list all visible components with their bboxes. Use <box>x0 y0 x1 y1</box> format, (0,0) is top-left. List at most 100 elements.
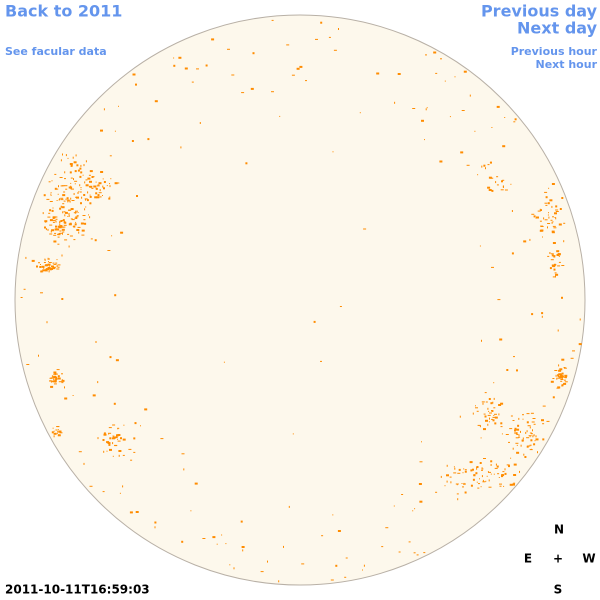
facula-speck <box>413 552 416 554</box>
facula-speck <box>74 223 77 226</box>
facula-speck <box>462 486 464 488</box>
facula-speck <box>542 236 543 238</box>
facula-speck <box>65 154 67 157</box>
facula-speck <box>53 263 57 265</box>
facula-speck <box>540 209 542 211</box>
facula-speck <box>501 433 503 435</box>
next-hour-link[interactable]: Next hour <box>536 58 598 71</box>
facula-speck <box>544 202 548 204</box>
facula-speck <box>62 229 64 231</box>
facula-speck <box>72 395 74 396</box>
facula-speck <box>74 170 77 173</box>
facula-speck <box>535 217 537 219</box>
facular-link[interactable]: See facular data <box>5 45 107 58</box>
facula-speck <box>488 189 492 191</box>
facula-speck <box>498 404 502 406</box>
compass-north: N <box>554 523 564 537</box>
facula-speck <box>54 381 57 383</box>
facula-speck <box>69 222 72 225</box>
facula-speck <box>502 471 505 473</box>
previous-day-link[interactable]: Previous day <box>481 2 598 21</box>
facula-speck <box>43 194 46 197</box>
facula-speck <box>519 470 520 473</box>
facula-speck <box>108 427 112 429</box>
facula-speck <box>136 195 138 197</box>
facula-speck <box>475 407 478 409</box>
facula-speck <box>488 410 490 412</box>
facula-speck <box>464 491 467 494</box>
facula-speck <box>83 194 86 196</box>
facula-speck <box>53 371 57 374</box>
facula-speck <box>57 377 61 380</box>
facula-speck <box>526 413 530 415</box>
facula-speck <box>485 167 486 170</box>
facula-speck <box>449 116 451 118</box>
facula-speck <box>91 176 94 178</box>
facula-speck <box>479 478 480 480</box>
facula-speck <box>56 268 60 270</box>
facula-speck <box>66 197 69 200</box>
facula-speck <box>100 129 103 132</box>
facula-speck <box>42 212 44 215</box>
facula-speck <box>60 226 64 228</box>
facula-speck <box>551 183 555 185</box>
facula-speck <box>97 381 99 384</box>
facula-speck <box>140 425 141 427</box>
facula-speck <box>73 178 74 181</box>
facula-speck <box>120 437 122 440</box>
facula-speck <box>63 224 67 226</box>
facula-speck <box>553 268 556 271</box>
facula-speck <box>478 483 480 485</box>
facula-speck <box>435 72 438 74</box>
facula-speck <box>196 68 199 70</box>
facula-speck <box>480 437 482 439</box>
facula-speck <box>79 167 82 170</box>
facula-speck <box>473 474 476 477</box>
facula-speck <box>421 441 422 443</box>
facula-speck <box>541 312 544 315</box>
facula-speck <box>85 160 87 163</box>
facula-speck <box>88 174 91 176</box>
previous-hour-link[interactable]: Previous hour <box>511 45 598 58</box>
facula-speck <box>57 429 59 431</box>
facula-speck <box>412 510 414 512</box>
facula-speck <box>313 320 316 323</box>
facula-speck <box>531 421 535 423</box>
facula-speck <box>53 430 55 432</box>
facula-speck <box>558 364 560 367</box>
facula-speck <box>561 265 565 266</box>
facula-speck <box>60 159 62 162</box>
facula-speck <box>61 206 65 209</box>
facula-speck <box>62 226 66 228</box>
facula-speck <box>60 205 62 208</box>
facula-speck <box>47 267 51 269</box>
facula-speck <box>54 187 57 190</box>
facula-speck <box>82 215 86 216</box>
facula-speck <box>535 438 539 441</box>
facula-speck <box>505 434 509 435</box>
facula-speck <box>423 552 426 554</box>
facula-speck <box>89 185 93 188</box>
facula-speck <box>71 186 73 189</box>
back-link[interactable]: Back to 2011 <box>5 2 122 21</box>
facula-speck <box>559 376 563 379</box>
facula-speck <box>529 444 532 446</box>
next-day-link[interactable]: Next day <box>517 19 598 38</box>
facula-speck <box>53 266 56 268</box>
facula-speck <box>64 178 66 180</box>
facula-speck <box>46 268 49 271</box>
facula-speck <box>72 225 74 227</box>
facula-speck <box>559 208 562 210</box>
facula-speck <box>154 100 158 103</box>
facula-speck <box>494 413 497 415</box>
facula-speck <box>488 471 491 473</box>
facula-speck <box>103 187 105 190</box>
facula-speck <box>73 225 76 228</box>
facula-speck <box>397 73 401 75</box>
facula-speck <box>20 297 23 298</box>
facula-speck <box>462 472 464 474</box>
facula-speck <box>109 155 112 157</box>
facula-speck <box>500 422 503 425</box>
facula-speck <box>118 450 122 452</box>
